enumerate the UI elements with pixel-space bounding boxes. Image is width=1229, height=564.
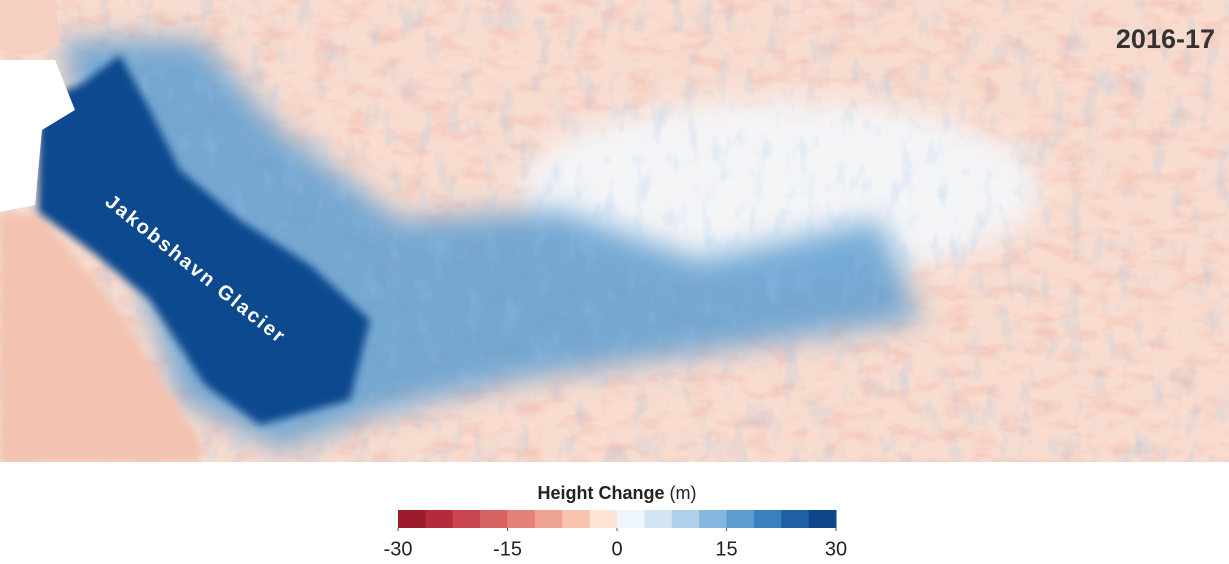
legend-title-text: Height Change [537, 483, 664, 503]
colorbar-segment [590, 510, 618, 528]
colorbar-tick-label: 30 [825, 538, 847, 560]
colorbar-segment [644, 510, 672, 528]
colorbar-segment [617, 510, 645, 528]
colorbar-segment [535, 510, 563, 528]
colorbar-segment [480, 510, 508, 528]
year-label: 2016-17 [1116, 24, 1215, 54]
colorbar-segment [754, 510, 782, 528]
legend-title: Height Change (m) [537, 483, 696, 503]
colorbar-segment [781, 510, 809, 528]
colorbar-tick-label: 0 [611, 538, 622, 560]
colorbar-segment [727, 510, 755, 528]
legend-unit: (m) [670, 483, 697, 503]
colorbar-tick-label: -30 [384, 538, 413, 560]
colorbar-segment [508, 510, 536, 528]
colorbar-tick-label: 15 [715, 538, 737, 560]
map [0, 0, 1229, 462]
page: {"map": {"year_label": "2016-17", "glaci… [0, 0, 1229, 564]
colorbar: -30 -15 0 15 30 [384, 510, 848, 560]
colorbar-segment [562, 510, 590, 528]
colorbar-segment [453, 510, 481, 528]
land-top-left [0, 0, 60, 55]
colorbar-segment [699, 510, 727, 528]
colorbar-segment [809, 510, 837, 528]
colorbar-segment [398, 510, 426, 528]
colorbar-segment [672, 510, 700, 528]
figure: 2016-17 Jakobshavn Glacier Height Change… [0, 0, 1229, 564]
colorbar-segment [425, 510, 453, 528]
colorbar-tick-label: -15 [493, 538, 522, 560]
